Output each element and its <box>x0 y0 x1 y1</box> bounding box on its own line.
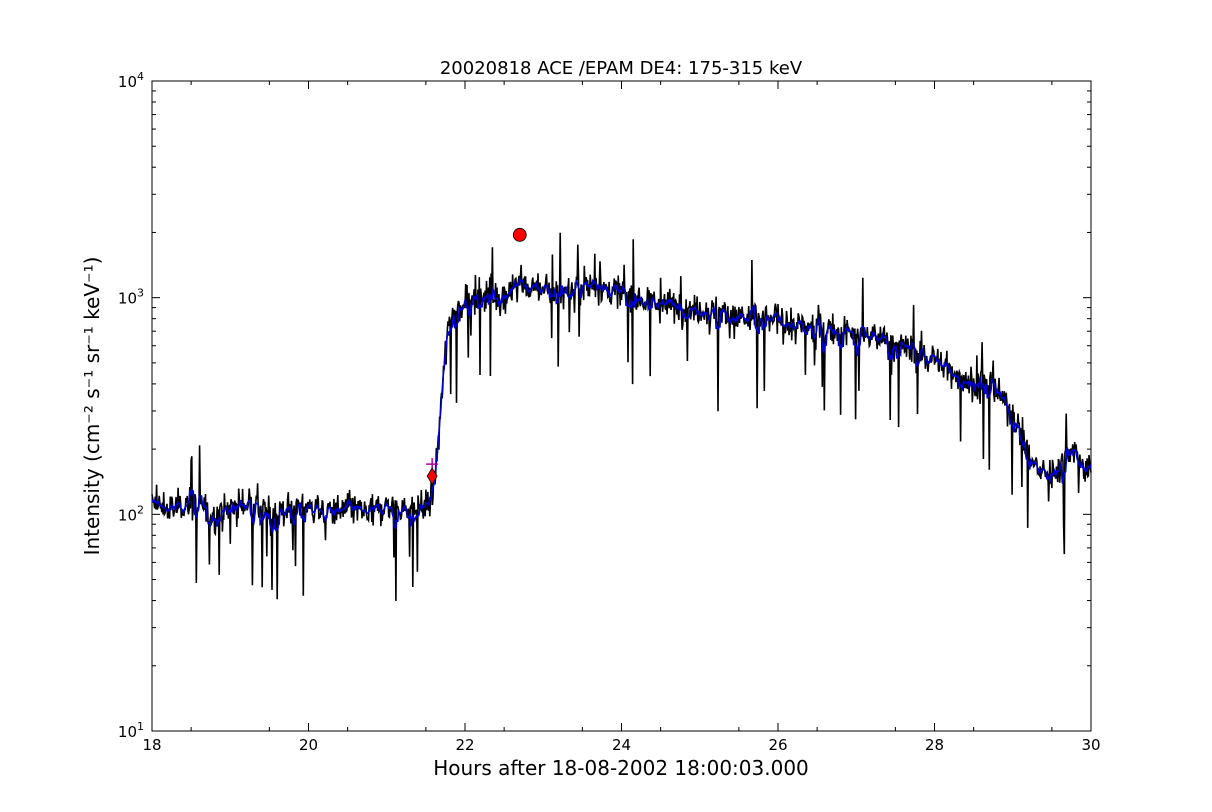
y-tick-label: 104 <box>118 70 144 91</box>
y-tick-label: 103 <box>118 287 144 308</box>
peak-circle-marker <box>512 227 527 242</box>
x-tick-label: 24 <box>612 736 631 754</box>
series-layer <box>151 232 1092 602</box>
x-tick-label: 18 <box>142 736 161 754</box>
x-tick-label: 26 <box>768 736 787 754</box>
onset-diamond-marker <box>426 467 438 485</box>
x-axis-label: Hours after 18-08-2002 18:00:03.000 <box>433 756 809 780</box>
x-tick-label: 28 <box>925 736 944 754</box>
smoothed-intensity-line <box>151 276 1092 533</box>
y-tick-label: 101 <box>118 720 144 741</box>
x-tick-label: 22 <box>455 736 474 754</box>
x-tick-label: 20 <box>299 736 318 754</box>
y-axis-label: Intensity (cm⁻² s⁻¹ sr⁻¹ keV⁻¹) <box>80 257 104 556</box>
chart-title: 20020818 ACE /EPAM DE4: 175-315 keV <box>440 58 803 79</box>
marker-layer <box>426 227 527 485</box>
tick-layer: 18 20 22 24 26 28 30 101 102 103 104 <box>118 70 1101 754</box>
y-tick-label: 102 <box>118 503 144 524</box>
plot-frame <box>151 80 1092 732</box>
x-tick-label: 30 <box>1081 736 1100 754</box>
